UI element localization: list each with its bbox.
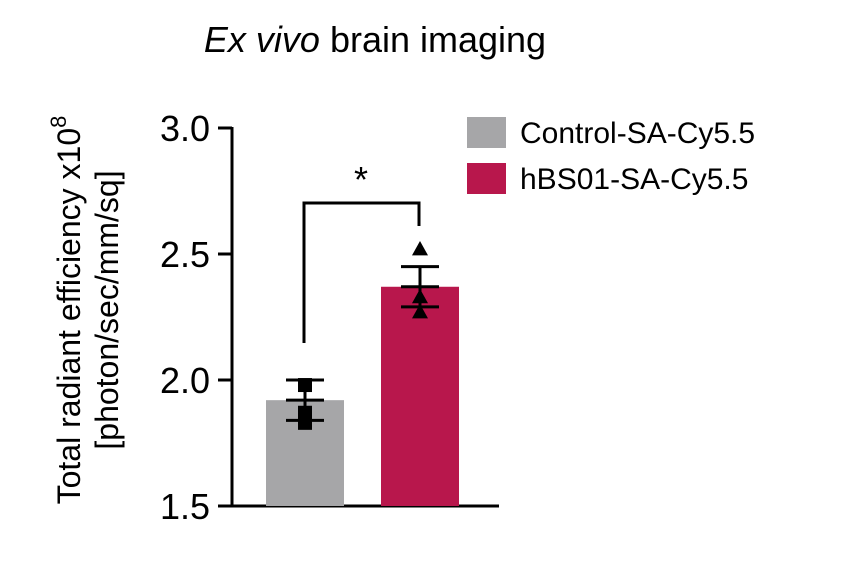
- y-axis-label-main: Total radiant efficiency x10: [51, 128, 87, 505]
- bars: [266, 286, 459, 506]
- y-axis-label-exponent: 8: [46, 116, 71, 128]
- significance-bracket: [302, 201, 421, 343]
- y-tick-label: 2.5: [160, 234, 210, 275]
- data-point-triangle: [412, 288, 428, 304]
- y-axis-label: Total radiant efficiency x108 [photon/se…: [46, 116, 125, 505]
- chart-title-rest: brain imaging: [320, 19, 546, 60]
- legend-label-hbs01: hBS01-SA-Cy5.5: [520, 163, 748, 196]
- y-tick-label: 3.0: [160, 108, 210, 149]
- y-axis-label-line1: Total radiant efficiency x108: [46, 116, 87, 505]
- chart-title-italic: Ex vivo: [204, 19, 320, 60]
- legend-swatch-control: [467, 117, 506, 148]
- bar-1: [381, 286, 459, 506]
- legend-label-control: Control-SA-Cy5.5: [520, 117, 755, 150]
- y-tick-label: 1.5: [160, 486, 210, 527]
- data-points: [298, 240, 428, 430]
- data-point-triangle: [412, 303, 428, 319]
- data-point-triangle: [412, 240, 428, 256]
- data-point-square: [298, 378, 312, 393]
- significance-star: *: [354, 159, 368, 200]
- data-point-square: [298, 415, 312, 430]
- legend: Control-SA-Cy5.5 hBS01-SA-Cy5.5: [467, 117, 755, 196]
- legend-swatch-hbs01: [467, 163, 506, 194]
- y-ticks: 1.5 2.0 2.5 3.0: [160, 108, 232, 527]
- y-axis-label-line2: [photon/sec/mm/sq]: [89, 170, 125, 449]
- y-tick-label: 2.0: [160, 360, 210, 401]
- chart-title: Ex vivo brain imaging: [204, 19, 546, 60]
